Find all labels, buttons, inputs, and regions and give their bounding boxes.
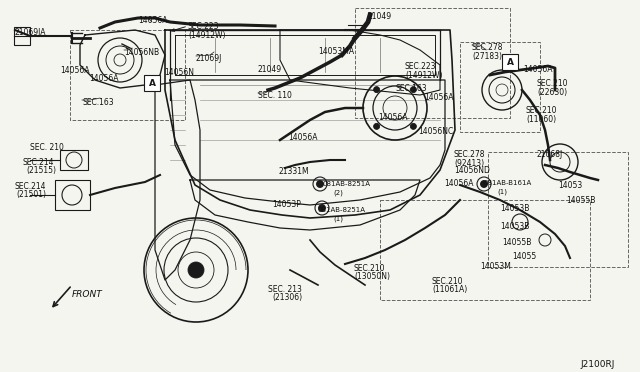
Text: SEC. 213: SEC. 213	[268, 285, 302, 294]
Text: 14056A: 14056A	[523, 65, 552, 74]
Text: 14053: 14053	[558, 181, 582, 190]
Text: 21049: 21049	[258, 65, 282, 74]
Text: 14053B: 14053B	[500, 204, 529, 213]
Text: 14056A: 14056A	[378, 113, 408, 122]
Text: (2): (2)	[333, 189, 343, 196]
Circle shape	[481, 180, 488, 187]
Text: SEC.163: SEC.163	[82, 98, 114, 107]
Circle shape	[410, 124, 417, 129]
Text: (14912W): (14912W)	[405, 71, 442, 80]
Bar	[488, 152, 628, 267]
Text: (11061A): (11061A)	[432, 285, 467, 294]
Text: 14056A: 14056A	[444, 179, 474, 188]
Text: J2100RJ: J2100RJ	[580, 360, 614, 369]
Text: (1): (1)	[497, 188, 507, 195]
Text: (92413): (92413)	[454, 159, 484, 168]
Bar	[460, 42, 540, 132]
Text: 14055B: 14055B	[502, 238, 531, 247]
Text: (14912W): (14912W)	[188, 31, 225, 40]
Text: 081AB-8251A: 081AB-8251A	[323, 181, 371, 187]
Text: (21501): (21501)	[16, 190, 46, 199]
Bar	[502, 54, 518, 70]
Bar	[355, 8, 510, 118]
Text: (21515): (21515)	[26, 166, 56, 175]
Text: 21068J: 21068J	[537, 150, 563, 159]
Text: (22630): (22630)	[537, 88, 567, 97]
Text: (21306): (21306)	[272, 293, 302, 302]
Text: 14055: 14055	[512, 252, 536, 261]
Circle shape	[374, 87, 380, 93]
Text: 14053P: 14053P	[272, 200, 301, 209]
Text: 14056A: 14056A	[89, 74, 118, 83]
Text: 14056A: 14056A	[60, 66, 90, 75]
Text: SEC.210: SEC.210	[432, 277, 463, 286]
Text: 14053B: 14053B	[500, 222, 529, 231]
Text: 14056ND: 14056ND	[454, 166, 490, 175]
Circle shape	[188, 262, 204, 278]
Text: A: A	[148, 78, 156, 87]
Text: SEC. 210: SEC. 210	[30, 143, 64, 152]
Bar	[380, 200, 590, 300]
Text: (1): (1)	[333, 215, 343, 221]
Text: SEC.214: SEC.214	[14, 182, 45, 191]
Text: 14056N: 14056N	[164, 68, 194, 77]
Text: SEC.210: SEC.210	[526, 106, 557, 115]
Text: 14056A: 14056A	[424, 93, 454, 102]
Text: (11060): (11060)	[526, 115, 556, 124]
Text: A: A	[506, 58, 513, 67]
Text: SEC.278: SEC.278	[454, 150, 486, 159]
Text: SEC.210: SEC.210	[354, 264, 385, 273]
Circle shape	[317, 180, 323, 187]
Text: 14053M: 14053M	[480, 262, 511, 271]
Text: 14056NC: 14056NC	[418, 127, 453, 136]
Bar	[14, 27, 30, 45]
Text: SEC.223: SEC.223	[188, 22, 220, 31]
Text: 14056A: 14056A	[138, 16, 168, 25]
Circle shape	[374, 124, 380, 129]
Text: 081AB-8251A: 081AB-8251A	[318, 207, 366, 213]
Bar	[70, 30, 185, 120]
Text: 14055B: 14055B	[566, 196, 595, 205]
Text: 21069JA: 21069JA	[14, 28, 45, 37]
Text: 14053MA: 14053MA	[318, 47, 354, 56]
Text: SEC.223: SEC.223	[405, 62, 436, 71]
Text: SEC.214: SEC.214	[22, 158, 54, 167]
Text: 21069J: 21069J	[196, 54, 222, 63]
Bar	[55, 180, 90, 210]
Text: (27183): (27183)	[472, 52, 502, 61]
Text: 081AB-B161A: 081AB-B161A	[484, 180, 532, 186]
Text: SEC.163: SEC.163	[396, 84, 428, 93]
Text: 21049: 21049	[368, 12, 392, 21]
Text: (13050N): (13050N)	[354, 272, 390, 281]
Circle shape	[319, 205, 326, 212]
Bar	[144, 75, 160, 91]
Text: 14056NB: 14056NB	[124, 48, 159, 57]
Circle shape	[410, 87, 417, 93]
Text: SEC. 110: SEC. 110	[258, 91, 292, 100]
Text: 21331M: 21331M	[279, 167, 310, 176]
Text: FRONT: FRONT	[72, 290, 103, 299]
Bar	[60, 150, 88, 170]
Text: 14056A: 14056A	[288, 133, 317, 142]
Text: SEC.278: SEC.278	[472, 43, 504, 52]
Text: SEC.210: SEC.210	[537, 79, 568, 88]
